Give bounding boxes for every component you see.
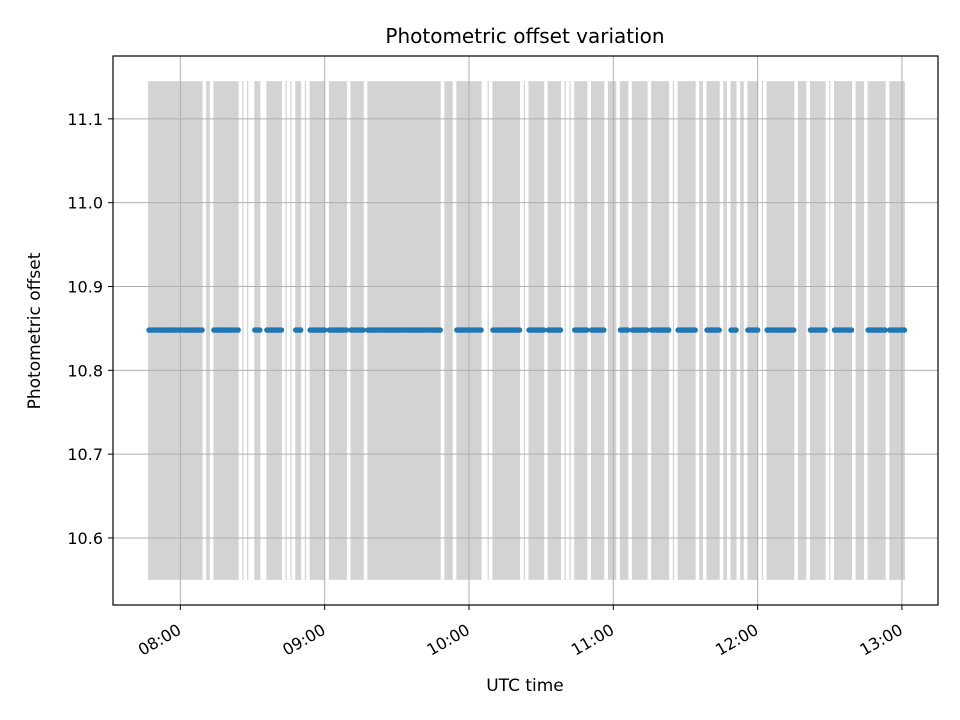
band-gap — [484, 81, 488, 580]
data-point — [343, 327, 350, 333]
y-tick-label: 10.8 — [67, 361, 103, 380]
chart-title: Photometric offset variation — [385, 24, 664, 48]
data-point — [716, 327, 722, 333]
data-point — [360, 327, 366, 333]
axes-frame — [112, 55, 939, 606]
data-point — [235, 327, 241, 333]
data-point — [644, 327, 650, 333]
y-axis-ticks: 10.6 10.7 10.8 10.9 11.0 11.1 — [67, 110, 113, 548]
data-point — [199, 327, 205, 333]
data-point — [297, 327, 304, 333]
data-point — [437, 327, 443, 333]
y-tick-label: 11.1 — [67, 110, 103, 129]
band-gap — [286, 81, 291, 580]
data-point — [754, 327, 761, 333]
data-point — [822, 327, 828, 333]
data-point — [584, 327, 590, 333]
data-point — [733, 327, 739, 333]
band-gap — [565, 81, 570, 580]
data-point — [901, 327, 908, 333]
data-point — [557, 327, 564, 333]
data-point — [540, 327, 547, 333]
y-tick-label: 10.7 — [67, 445, 103, 464]
data-point — [665, 327, 672, 333]
data-point — [600, 327, 607, 333]
data-point — [321, 327, 328, 333]
data-point — [848, 327, 855, 333]
data-point — [516, 327, 523, 333]
band-gap — [243, 81, 248, 580]
data-point — [478, 327, 484, 333]
band-gap — [916, 81, 921, 580]
y-tick-label: 11.0 — [67, 194, 103, 213]
plot-area — [112, 55, 939, 606]
data-point — [790, 327, 797, 333]
data-point — [624, 327, 631, 333]
data-point — [256, 327, 263, 333]
y-tick-label: 10.6 — [67, 529, 103, 548]
y-axis-label: Photometric offset — [25, 252, 45, 409]
y-tick-label: 10.9 — [67, 277, 103, 296]
data-point — [692, 327, 698, 333]
band-gap — [926, 81, 931, 580]
band-gap — [248, 81, 252, 580]
data-point — [882, 327, 888, 333]
points-layer — [146, 327, 908, 333]
x-axis-label: UTC time — [486, 676, 564, 696]
data-point — [278, 327, 285, 333]
